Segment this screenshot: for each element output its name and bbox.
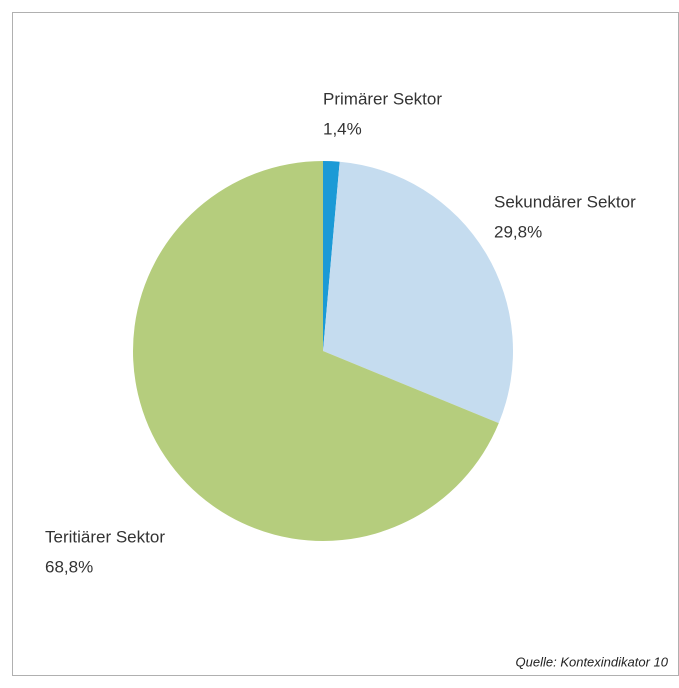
slice-value-label: 68,8%: [45, 557, 93, 576]
slice-label: Sekundärer Sektor: [494, 192, 636, 211]
source-note: Quelle: Kontexindikator 10: [516, 654, 669, 669]
pie-slice: [323, 161, 340, 351]
slice-label: Primärer Sektor: [323, 89, 442, 108]
slice-value-label: 1,4%: [323, 119, 362, 138]
pie-slice: [323, 161, 513, 424]
pie-slice: [133, 161, 499, 541]
slice-label: Teritiärer Sektor: [45, 527, 165, 546]
slice-value-label: 29,8%: [494, 222, 542, 241]
